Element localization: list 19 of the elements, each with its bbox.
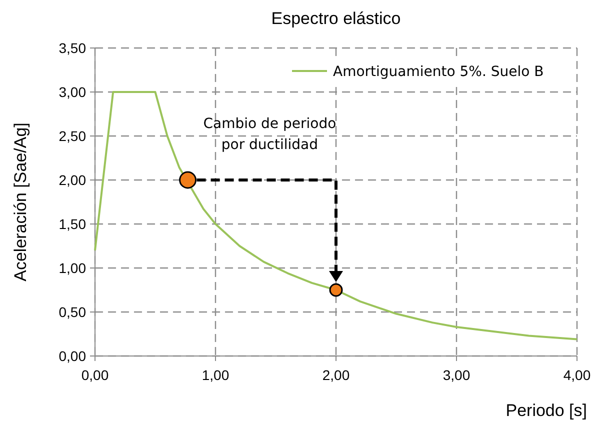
line-series	[94, 91, 578, 340]
y-tick-label: 2,50	[58, 128, 86, 144]
y-tick-label: 0,00	[58, 348, 86, 364]
x-tick-label: 4,00	[563, 367, 591, 383]
y-tick-label: 1,50	[58, 216, 86, 232]
y-tick-label: 3,00	[58, 84, 86, 100]
x-tick-label: 1,00	[202, 367, 230, 383]
x-tick-label: 2,00	[322, 367, 350, 383]
x-axis-title: Periodo [s]	[506, 401, 587, 420]
legend-label: Amortiguamiento 5%. Suelo B	[333, 64, 544, 80]
y-tick-label: 0,50	[58, 304, 86, 320]
y-tick-label: 2,00	[58, 172, 86, 188]
annotation: Cambio de periodo por ductilidad	[203, 116, 336, 153]
y-axis-title: Aceleración [Sae/Ag]	[11, 122, 30, 282]
x-tick-label: 3,00	[442, 367, 470, 383]
chart-title: Espectro elástico	[271, 9, 401, 28]
x-tick-label: 0,00	[81, 367, 109, 383]
y-tick-label: 3,50	[58, 40, 86, 56]
y-tick-label: 1,00	[58, 260, 86, 276]
